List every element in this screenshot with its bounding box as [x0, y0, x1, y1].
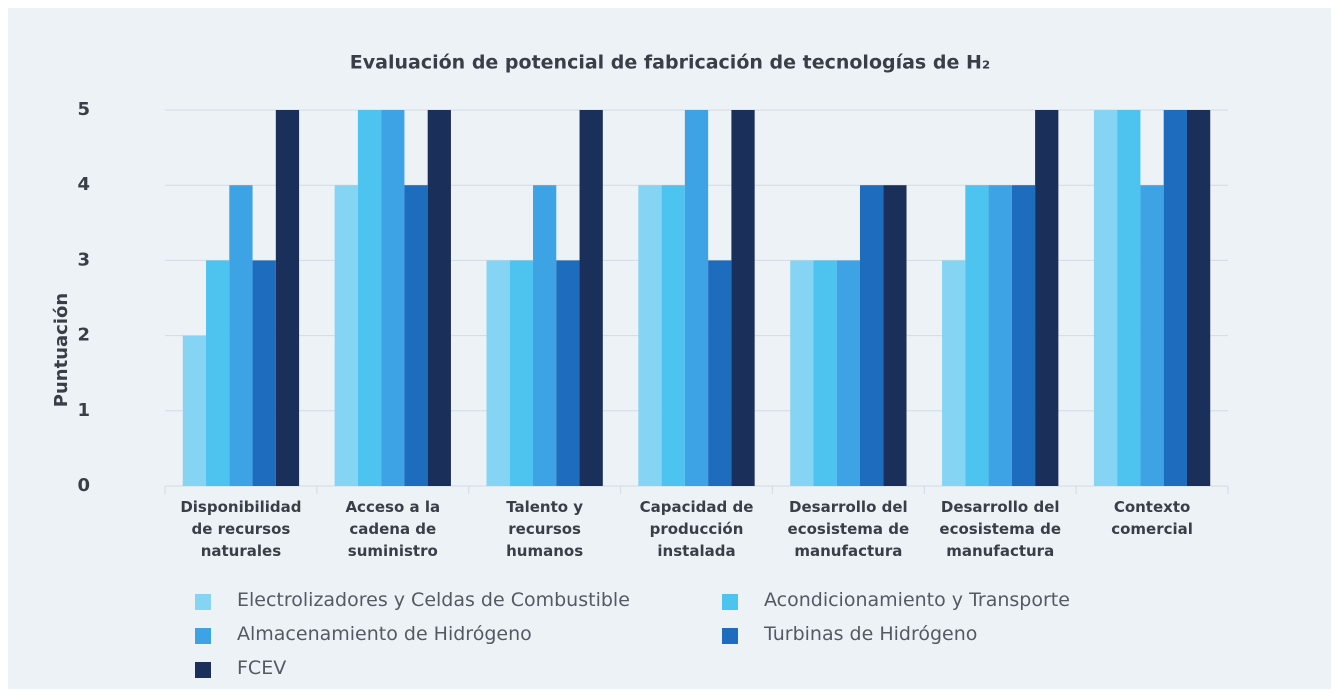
bar	[509, 260, 534, 486]
bar	[533, 185, 557, 486]
x-tick-label: Desarrollo del ecosistema de manufactura	[787, 498, 910, 560]
bar	[942, 260, 966, 486]
legend-label: FCEV	[237, 657, 287, 679]
x-tick-label: Contexto comercial	[1111, 498, 1193, 538]
bar	[1093, 110, 1118, 486]
bar	[638, 185, 662, 486]
bar	[708, 260, 732, 486]
bar	[206, 260, 230, 486]
bar	[1035, 110, 1059, 486]
bar	[1011, 185, 1036, 486]
legend-swatch	[195, 662, 211, 678]
chart-title: Evaluación de potencial de fabricación d…	[350, 52, 990, 74]
bar	[731, 110, 755, 486]
bar	[1163, 110, 1187, 486]
legend-swatch	[195, 594, 211, 610]
bar	[334, 185, 358, 486]
bar	[427, 110, 451, 486]
y-tick-label: 4	[77, 174, 90, 195]
legend-label: Turbinas de Hidrógeno	[764, 623, 978, 645]
y-axis-label: Puntuación	[51, 293, 72, 407]
legend-swatch	[722, 594, 738, 610]
legend-label: Acondicionamiento y Transporte	[764, 589, 1070, 611]
x-tick-label: Desarrollo del ecosistema de manufactura	[939, 498, 1061, 560]
legend-label: Electrolizadores y Celdas de Combustible	[237, 589, 630, 611]
x-tick-label: Acceso a la cadena de suministro	[345, 498, 441, 560]
bar	[1186, 110, 1211, 486]
x-tick-label: Talento y recursos humanos	[506, 498, 584, 560]
bar	[357, 110, 382, 486]
legend-swatch	[195, 628, 211, 644]
bar	[883, 185, 907, 486]
bar	[579, 110, 603, 486]
bar	[486, 260, 510, 486]
bar	[988, 185, 1012, 486]
bar	[182, 335, 207, 486]
y-tick-label: 1	[77, 400, 90, 421]
y-tick-label: 5	[77, 99, 90, 120]
bar	[790, 260, 814, 486]
legend-label: Almacenamiento de Hidrógeno	[237, 623, 532, 645]
bar	[859, 185, 884, 486]
bar	[836, 260, 860, 486]
bar	[684, 110, 709, 486]
bar	[404, 185, 428, 486]
x-tick-label: Capacidad de producción instalada	[639, 498, 754, 560]
bar	[965, 185, 989, 486]
bar	[381, 110, 405, 486]
x-tick-label: Disponibilidad de recursos naturales	[180, 498, 302, 560]
bar	[1140, 185, 1164, 486]
y-tick-label: 2	[77, 325, 90, 346]
y-tick-label: 0	[77, 475, 90, 496]
bar	[556, 260, 580, 486]
bar	[275, 110, 300, 486]
bar	[813, 260, 837, 486]
y-tick-label: 3	[77, 249, 90, 270]
bar	[229, 185, 253, 486]
bar	[661, 185, 685, 486]
bar	[1117, 110, 1141, 486]
bar	[252, 260, 276, 486]
legend-swatch	[722, 628, 738, 644]
